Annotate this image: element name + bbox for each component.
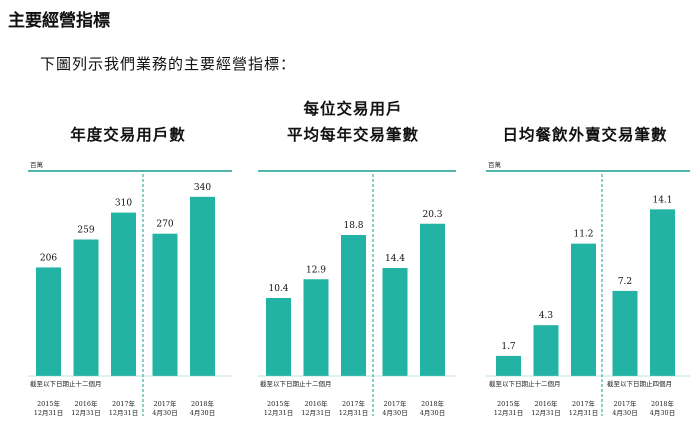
chart-3-value-label-3: 11.2 [573, 230, 593, 240]
chart-3-tick-date-3: 12月31日 [569, 409, 599, 417]
chart-3-period-note-2: 截至以下日期止四個月 [607, 379, 672, 388]
chart-1-tick-date-5: 4月30日 [190, 409, 215, 417]
chart-2-tick-year-2: 2016年 [304, 399, 328, 408]
chart-1-bar-5 [190, 196, 215, 376]
chart-1-tick-year-4: 2017年 [153, 399, 177, 408]
chart-2-value-label-4: 14.4 [385, 254, 405, 264]
intro-text: 下圖列示我們業務的主要經營指標： [40, 55, 297, 73]
chart-3-tick-date-1: 12月31日 [494, 409, 524, 417]
chart-1-tick-year-1: 2015年 [37, 399, 61, 408]
chart-2-bar-1 [266, 298, 291, 376]
chart-2-tick-year-4: 2017年 [383, 399, 407, 408]
chart-1-bar-2 [73, 239, 99, 376]
chart-1-tick-date-4: 4月30日 [152, 409, 177, 417]
chart-1-value-label-1: 206 [40, 253, 57, 263]
chart-2-tick-date-5: 4月30日 [420, 409, 445, 417]
chart-1-tick-date-2: 12月31日 [71, 409, 101, 417]
chart-1-period-note-1: 截至以下日期止十二個月 [30, 379, 102, 388]
chart-1-title: 年度交易用戶數 [28, 122, 228, 148]
chart-2-period-note-1: 截至以下日期止十二個月 [260, 379, 332, 388]
chart-1-bar-4 [152, 233, 178, 376]
chart-3-bar-5 [650, 209, 675, 376]
chart-2-title: 每位交易用戶 平均每年交易筆數 [258, 96, 448, 148]
chart-2-tick-date-2: 12月31日 [301, 409, 331, 417]
chart-3-title-line: 日均餐飲外賣交易筆數 [502, 126, 668, 144]
chart-1-tick-date-1: 12月31日 [34, 409, 64, 417]
chart-2-title-line-1: 每位交易用戶 [303, 100, 403, 118]
chart-3-tick-year-1: 2015年 [497, 399, 521, 408]
chart-3-value-label-1: 1.7 [501, 342, 516, 352]
chart-3-period-note-1: 截至以下日期止十二個月 [489, 379, 561, 388]
chart-1-unit-label: 百萬 [30, 160, 44, 169]
chart-2-value-label-5: 20.3 [422, 210, 442, 220]
chart-3-tick-date-2: 12月31日 [531, 409, 561, 417]
chart-3-tick-year-5: 2018年 [651, 399, 675, 408]
chart-1-bar-1 [36, 267, 61, 376]
chart-3-tick-date-4: 4月30日 [612, 409, 637, 417]
chart-3-unit-label: 百萬 [488, 160, 502, 169]
chart-1-tick-date-3: 12月31日 [109, 409, 139, 417]
chart-3-bar-3 [571, 243, 596, 376]
chart-3-tick-year-2: 2016年 [534, 399, 558, 408]
chart-1-value-label-4: 270 [156, 220, 173, 230]
chart-1-tick-year-5: 2018年 [191, 399, 215, 408]
chart-2-bar-4 [382, 268, 408, 376]
chart-3-bar-4 [612, 290, 638, 376]
chart-1-tick-year-3: 2017年 [112, 399, 136, 408]
chart-2-value-label-2: 12.9 [306, 265, 326, 275]
chart-3-tick-year-4: 2017年 [613, 399, 637, 408]
chart-2-tick-date-1: 12月31日 [264, 409, 294, 417]
chart-1-value-label-3: 310 [115, 199, 132, 209]
chart-2-value-label-3: 18.8 [343, 221, 363, 231]
chart-3-bar-2 [533, 325, 559, 376]
chart-2-tick-year-3: 2017年 [342, 399, 366, 408]
chart-2-tick-date-4: 4月30日 [382, 409, 407, 417]
chart-3-title: 日均餐飲外賣交易筆數 [480, 122, 690, 148]
chart-2-bar-3 [341, 235, 366, 376]
chart-1-bar-3 [111, 212, 136, 376]
chart-1-tick-year-2: 2016年 [74, 399, 98, 408]
chart-1-value-label-5: 340 [194, 183, 211, 193]
chart-3-value-label-2: 4.3 [539, 311, 554, 321]
chart-2-value-label-1: 10.4 [268, 284, 288, 294]
chart-2-title-line-2: 平均每年交易筆數 [286, 126, 419, 144]
chart-3-value-label-4: 7.2 [618, 277, 632, 287]
chart-2-bar-5 [420, 223, 445, 376]
chart-2-tick-year-5: 2018年 [421, 399, 445, 408]
chart-2-bar-2 [303, 279, 329, 376]
section-heading: 主要經營指標 [8, 11, 110, 31]
chart-2-tick-year-1: 2015年 [267, 399, 291, 408]
chart-3-tick-year-3: 2017年 [572, 399, 596, 408]
chart-3-tick-date-5: 4月30日 [650, 409, 675, 417]
chart-3-value-label-5: 14.1 [652, 195, 672, 205]
chart-3-bar-1 [496, 355, 521, 376]
chart-1-title-line: 年度交易用戶數 [70, 126, 186, 144]
chart-2-tick-date-3: 12月31日 [339, 409, 369, 417]
chart-1-value-label-2: 259 [77, 226, 94, 236]
